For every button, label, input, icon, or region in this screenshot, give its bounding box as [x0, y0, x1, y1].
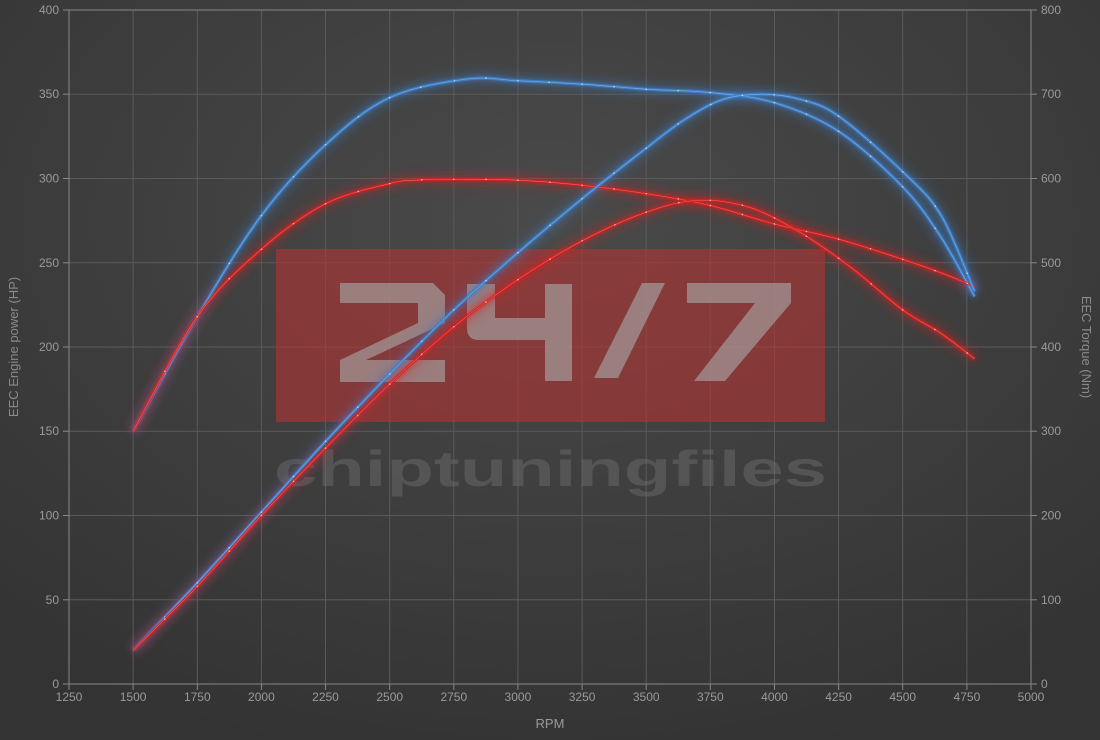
svg-text:4750: 4750	[954, 690, 981, 704]
svg-text:5000: 5000	[1018, 690, 1045, 704]
svg-text:2250: 2250	[312, 690, 339, 704]
svg-text:1750: 1750	[184, 690, 211, 704]
svg-text:250: 250	[39, 256, 59, 270]
svg-text:300: 300	[1041, 424, 1061, 438]
svg-text:3750: 3750	[697, 690, 724, 704]
svg-text:chiptuningfiles: chiptuningfiles	[274, 441, 827, 497]
svg-text:4500: 4500	[889, 690, 916, 704]
svg-text:0: 0	[52, 677, 59, 691]
svg-text:RPM: RPM	[536, 716, 565, 731]
svg-text:600: 600	[1041, 172, 1061, 186]
svg-text:4000: 4000	[761, 690, 788, 704]
svg-text:200: 200	[39, 340, 59, 354]
svg-text:2750: 2750	[440, 690, 467, 704]
svg-text:100: 100	[39, 509, 59, 523]
svg-text:50: 50	[46, 593, 60, 607]
svg-text:100: 100	[1041, 593, 1061, 607]
svg-text:0: 0	[1041, 677, 1048, 691]
svg-text:3250: 3250	[569, 690, 596, 704]
svg-text:700: 700	[1041, 87, 1061, 101]
svg-text:350: 350	[39, 87, 59, 101]
svg-text:200: 200	[1041, 509, 1061, 523]
svg-text:1500: 1500	[120, 690, 147, 704]
svg-text:800: 800	[1041, 3, 1061, 17]
svg-text:EEC Torque (Nm): EEC Torque (Nm)	[1079, 296, 1094, 398]
svg-text:300: 300	[39, 172, 59, 186]
svg-text:400: 400	[1041, 340, 1061, 354]
svg-text:1250: 1250	[56, 690, 83, 704]
svg-text:3500: 3500	[633, 690, 660, 704]
svg-text:2500: 2500	[376, 690, 403, 704]
svg-text:3000: 3000	[505, 690, 532, 704]
svg-text:500: 500	[1041, 256, 1061, 270]
svg-text:150: 150	[39, 424, 59, 438]
svg-text:2000: 2000	[248, 690, 275, 704]
svg-text:4250: 4250	[825, 690, 852, 704]
svg-text:EEC Engine power (HP): EEC Engine power (HP)	[6, 277, 21, 417]
svg-text:400: 400	[39, 3, 59, 17]
